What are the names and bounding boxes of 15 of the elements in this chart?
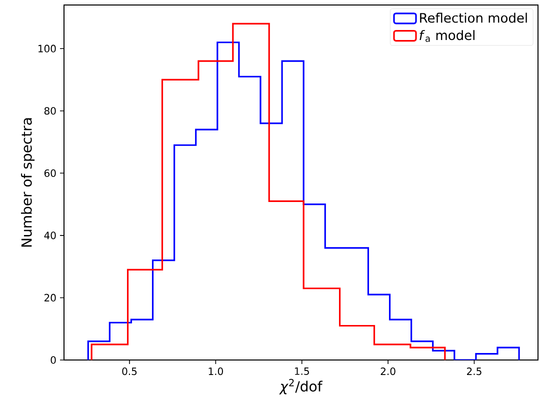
y-tick-label: 100 [38,44,56,52]
legend-label: Reflection model [420,12,527,23]
x-axis-title: χ$^{2}$/dof [279,378,323,394]
y-tick-label: 20 [44,294,56,302]
x-tick-label: 2.5 [467,368,482,376]
x-tick-label: 1.5 [295,368,309,375]
x-tick-label: 1.0 [208,368,223,376]
y-axis-title: Number of spectra [21,118,35,247]
y-tick-label: 80 [44,107,56,115]
x-tick-label: 2.0 [380,368,396,376]
legend-label: f$_{a}$ model [420,30,474,42]
y-tick-label: 40 [44,232,56,240]
y-tick-label: 0 [50,356,56,364]
x-tick-label: 0.5 [122,368,137,376]
y-tick-label: 60 [44,169,56,177]
